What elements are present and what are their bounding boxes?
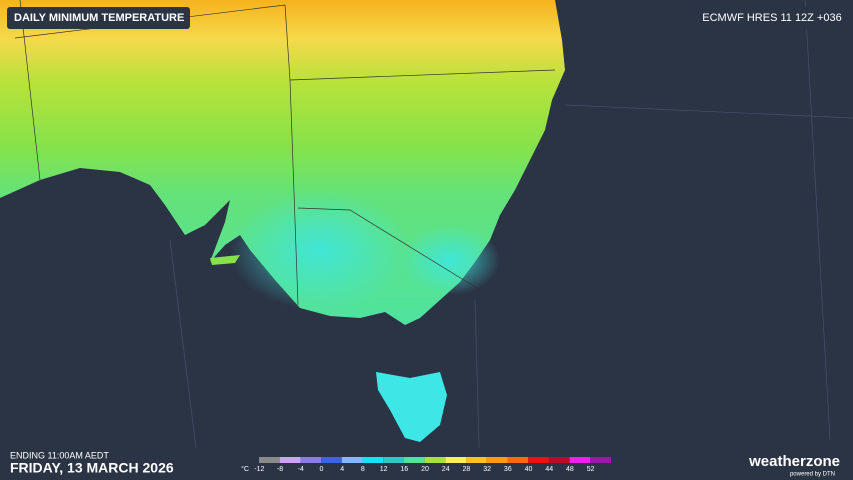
- brand-name: weatherzone: [748, 453, 840, 470]
- model-box: [699, 7, 845, 29]
- legend-swatch: [424, 457, 446, 463]
- legend-tick: 36: [504, 466, 512, 473]
- ending-label: ENDING 11:00AM AEDT: [10, 450, 109, 460]
- legend-tick: 32: [483, 466, 491, 473]
- legend: -12 -8 -4 0 4 8 12 16 20 24 28 32 36 40 44 48 52: [254, 457, 611, 473]
- legend-swatch: [569, 457, 591, 463]
- legend-unit: °C: [241, 465, 249, 473]
- legend-swatch: [321, 457, 342, 463]
- legend-swatch: [507, 457, 529, 463]
- legend-swatch: [466, 457, 487, 463]
- legend-swatch: [548, 457, 570, 463]
- legend-tick: 12: [380, 466, 388, 473]
- model-label: ECMWF HRES 11 12Z +036: [702, 12, 841, 24]
- legend-tick: 24: [442, 466, 450, 473]
- cool-area: [400, 225, 500, 295]
- legend-swatch: [341, 457, 363, 463]
- date-label: FRIDAY, 13 MARCH 2026: [10, 460, 174, 476]
- legend-tick: 40: [525, 466, 533, 473]
- legend-swatch: [528, 457, 549, 463]
- legend-tick: -8: [277, 466, 283, 473]
- legend-tick: 52: [587, 466, 595, 473]
- legend-tick: 44: [545, 466, 553, 473]
- title-box: [7, 7, 190, 29]
- legend-tick: -12: [254, 466, 264, 473]
- tasmania: [376, 372, 447, 442]
- island: [210, 255, 240, 265]
- legend-tick: 8: [361, 466, 365, 473]
- legend-tick: 0: [320, 466, 324, 473]
- legend-swatch: [279, 457, 301, 463]
- legend-swatch: [403, 457, 425, 463]
- legend-swatch: [362, 457, 384, 463]
- legend-tick: 16: [400, 466, 408, 473]
- legend-tick: 20: [421, 466, 429, 473]
- legend-swatch: [445, 457, 467, 463]
- title: DAILY MINIMUM TEMPERATURE: [14, 12, 184, 24]
- legend-swatch: [590, 457, 611, 463]
- legend-tick: -4: [298, 466, 304, 473]
- borders: [14, 0, 556, 306]
- brand-tagline: powered by DTN: [790, 472, 835, 478]
- legend-tick: 28: [463, 466, 471, 473]
- legend-tick: 48: [566, 466, 574, 473]
- legend-tick: 4: [340, 466, 344, 473]
- legend-swatch: [300, 457, 322, 463]
- legend-swatch: [259, 457, 280, 463]
- legend-swatch: [486, 457, 508, 463]
- footer-bar: [0, 448, 853, 480]
- legend-swatch: [383, 457, 404, 463]
- cool-area: [230, 190, 410, 310]
- graticule: [169, 0, 853, 480]
